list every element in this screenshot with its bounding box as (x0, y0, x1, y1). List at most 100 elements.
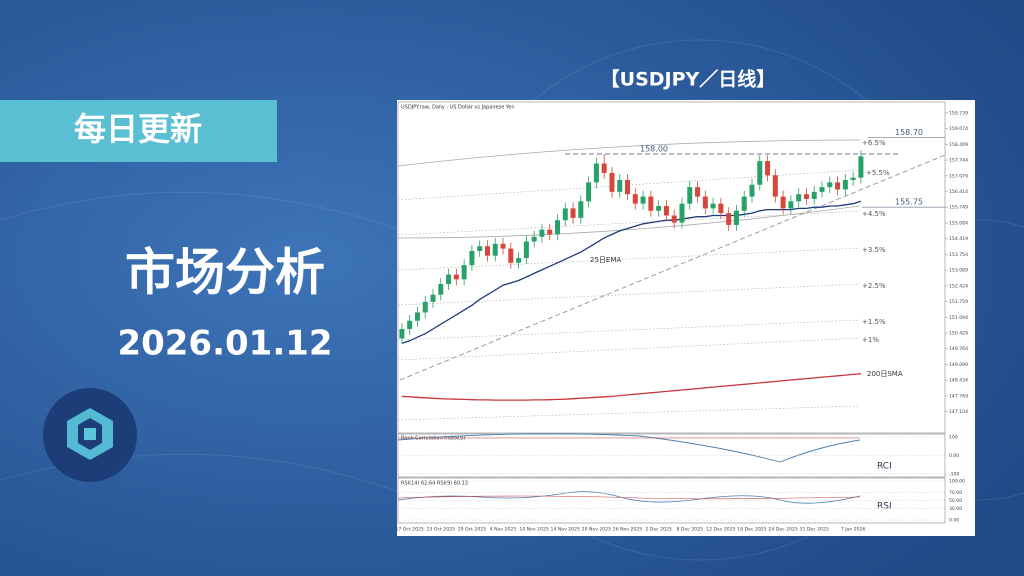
x-tick-label: 20 Nov 2025 (582, 527, 611, 533)
y-tick-label: 153.754 (949, 252, 968, 258)
candle-body (609, 172, 615, 192)
y-tick-label: 70.00 (949, 490, 962, 496)
candle-body (679, 203, 685, 223)
candle-body (695, 187, 701, 197)
main-panel (397, 101, 946, 434)
candle-body (640, 196, 646, 204)
x-tick-label: 4 Nov 2025 (490, 527, 517, 533)
x-tick-label: 29 Oct 2025 (458, 527, 486, 533)
legend-label: 200日SMA (867, 370, 903, 378)
candle-body (508, 248, 514, 263)
y-tick-label: 100.00 (949, 479, 965, 485)
candle-body (663, 206, 669, 216)
candle-body (772, 175, 778, 197)
y-tick-label: 155.084 (949, 220, 968, 226)
candle-body (601, 163, 607, 173)
y-tick-label: 149.764 (949, 346, 968, 352)
y-tick-label: 50.00 (949, 498, 962, 504)
candle-body (749, 184, 755, 197)
y-tick-label: 159.739 (949, 110, 968, 116)
x-tick-label: 10 Nov 2025 (519, 527, 548, 533)
candle-body (531, 236, 537, 242)
candle-body (578, 201, 584, 218)
candle-body (539, 229, 545, 237)
candle-body (477, 246, 483, 251)
candle-body (523, 241, 529, 259)
candle-body (702, 196, 708, 209)
candle-body (656, 206, 662, 211)
candle-body (461, 265, 467, 280)
candle-body (803, 194, 809, 199)
rci-title: Rank Correlation Index(9) (401, 436, 465, 442)
x-tick-label: 17 Oct 2025 (395, 527, 423, 533)
y-tick-label: 147.769 (949, 393, 968, 399)
x-tick-label: 14 Nov 2025 (551, 527, 580, 533)
band-label: +1.5% (862, 318, 886, 326)
y-tick-label: 148.434 (949, 378, 968, 384)
tag-box (0, 100, 277, 162)
rsi-title: RSI(14) 62.64 RSI(9) 60.13 (401, 481, 468, 487)
candle-body (726, 213, 732, 225)
band-label: +2.5% (862, 282, 886, 290)
band-label: +4.5% (862, 210, 886, 218)
x-tick-label: 31 Dec 2025 (800, 527, 829, 533)
y-tick-label: 147.104 (949, 409, 968, 415)
candle-body (811, 191, 817, 199)
candle-body (586, 182, 592, 202)
candle-body (741, 196, 747, 211)
candle-body (827, 182, 833, 188)
y-tick-label: 157.079 (949, 173, 968, 179)
candle-body (399, 328, 405, 339)
x-tick-label: 12 Dec 2025 (706, 527, 735, 533)
candle-body (757, 161, 763, 185)
candle-body (414, 312, 420, 321)
band-label: +6.5% (862, 139, 886, 147)
candle-body (438, 284, 444, 295)
y-tick-label: 159.074 (949, 126, 968, 132)
rci-label: RCI (877, 462, 892, 472)
rsi-label: RSI (877, 502, 892, 512)
banner-date: 2026.01.12 (117, 324, 332, 364)
candle-body (484, 246, 490, 256)
y-tick-label: 0.00 (949, 453, 959, 459)
candle-body (788, 201, 794, 209)
candle-body (710, 203, 716, 209)
x-tick-label: 24 Dec 2025 (768, 527, 797, 533)
band-labels: +6.5% +5.5% +4.5% +3.5% +2.5% +1.5% +1% (862, 139, 890, 344)
candle-body (835, 182, 841, 190)
y-tick-label: 151.759 (949, 299, 968, 305)
y-tick-label: 30.00 (949, 506, 962, 512)
chart-marks: 159.739 159.074 158.409 157.744 157.079 156.4… (395, 110, 968, 532)
legend-label: 25日EMA (590, 256, 621, 264)
candle-body (407, 320, 413, 329)
chart-title: 【USDJPY／日线】 (601, 68, 776, 91)
candle-body (671, 215, 677, 223)
candle-body (625, 180, 631, 195)
candle-body (632, 194, 638, 204)
candle-body (765, 161, 771, 176)
y-tick-label: 0.00 (949, 518, 959, 524)
banner-title: 市场分析 (125, 244, 325, 302)
y-tick-label: 154.419 (949, 236, 968, 242)
y-tick-label: 158.409 (949, 142, 968, 148)
candle-body (554, 220, 560, 235)
y-tick-label: 157.744 (949, 158, 968, 164)
level-label: 158.00 (640, 145, 668, 154)
candle-body (422, 301, 428, 313)
candle-body (492, 243, 498, 256)
y-tick-label: 151.094 (949, 315, 968, 321)
y-tick-label: -100 (949, 472, 960, 478)
candle-body (819, 187, 825, 192)
rsi-line (397, 491, 861, 504)
candle-body (547, 229, 553, 235)
y-tick-label: 150.429 (949, 331, 968, 337)
level-label: 155.75 (895, 198, 923, 207)
candle-body (446, 274, 452, 285)
logo-icon (67, 408, 113, 460)
candle-body (718, 203, 724, 214)
candle-body (469, 250, 475, 266)
candle-body (570, 208, 576, 218)
x-tick-label: 8 Dec 2025 (677, 527, 704, 533)
x-tick-label: 26 Nov 2025 (613, 527, 642, 533)
